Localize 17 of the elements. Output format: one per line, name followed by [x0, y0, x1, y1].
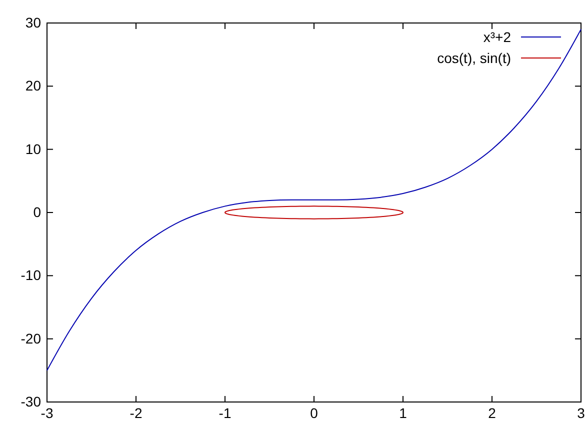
legend-label: x³+2 [483, 29, 512, 45]
x-tick-label: -1 [218, 404, 232, 421]
y-tick-label: 20 [25, 78, 42, 94]
legend-label: cos(t), sin(t) [437, 50, 511, 66]
x-tick-label: 1 [399, 404, 408, 421]
y-tick-label: -20 [20, 330, 42, 346]
x-tick-label: -3 [40, 404, 54, 421]
y-tick-label: 30 [25, 14, 42, 30]
y-tick-label: -10 [20, 267, 42, 284]
x-tick-label: 3 [577, 404, 586, 421]
line-series [46, 28, 582, 371]
y-tick-label: -30 [20, 393, 42, 410]
y-tick-label: 10 [25, 140, 42, 157]
x-tick-label: 2 [488, 404, 496, 421]
x-tick-label: 0 [310, 404, 318, 421]
y-tick-label: 0 [33, 204, 42, 220]
x-tick-label: -2 [130, 404, 142, 421]
